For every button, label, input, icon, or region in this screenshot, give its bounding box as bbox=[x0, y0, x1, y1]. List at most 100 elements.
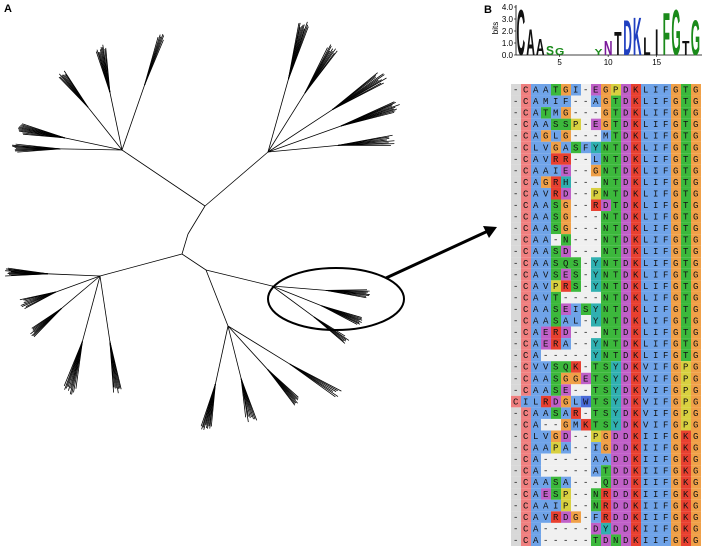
residue-cell bbox=[651, 395, 661, 408]
residue-cell bbox=[541, 234, 551, 246]
residue-cell bbox=[621, 442, 631, 454]
branch bbox=[105, 47, 111, 93]
residue-cell bbox=[651, 95, 661, 108]
residue-cell bbox=[661, 130, 671, 142]
residue-cell bbox=[611, 372, 621, 385]
residue-cell bbox=[681, 430, 691, 443]
residue-cell bbox=[641, 499, 651, 512]
residue-cell bbox=[661, 326, 671, 339]
residue-cell bbox=[621, 118, 631, 131]
residue-cell bbox=[631, 222, 641, 235]
residue-cell bbox=[661, 488, 671, 500]
residue-cell bbox=[561, 511, 571, 523]
residue-cell bbox=[681, 303, 691, 315]
residue-cell bbox=[621, 141, 631, 154]
residue-cell bbox=[601, 107, 611, 119]
residue-cell bbox=[601, 176, 611, 188]
residue-cell bbox=[551, 280, 561, 292]
residue-cell bbox=[631, 338, 641, 350]
residue-cell bbox=[561, 303, 571, 315]
residue-cell bbox=[601, 465, 611, 477]
residue-cell bbox=[661, 499, 671, 512]
residue-cell bbox=[681, 395, 691, 408]
residue-cell bbox=[661, 465, 671, 477]
arrow-head bbox=[483, 226, 497, 238]
residue-cell bbox=[531, 476, 541, 489]
residue-cell bbox=[541, 395, 551, 408]
residue-cell bbox=[651, 257, 661, 269]
residue-cell bbox=[611, 291, 621, 304]
residue-cell bbox=[621, 418, 631, 431]
residue-cell bbox=[601, 407, 611, 419]
residue-cell bbox=[571, 176, 581, 188]
residue-cell bbox=[551, 176, 561, 188]
branch bbox=[267, 125, 341, 153]
residue-cell bbox=[661, 349, 671, 362]
residue-cell bbox=[681, 118, 691, 131]
residue-cell bbox=[601, 164, 611, 177]
alignment-row: -CAATGI-EGPDKLIFGTG bbox=[513, 86, 698, 96]
alignment-row: -CAGRH---NTDKLIFGTG bbox=[513, 178, 698, 188]
branch bbox=[200, 384, 216, 427]
residue-cell bbox=[591, 430, 601, 443]
residue-cell bbox=[661, 522, 671, 535]
residue-cell bbox=[531, 338, 541, 350]
residue-cell bbox=[591, 511, 601, 523]
residue-cell bbox=[661, 303, 671, 315]
residue-cell bbox=[641, 372, 651, 385]
residue-cell bbox=[621, 222, 631, 235]
residue-cell bbox=[691, 442, 701, 454]
residue-cell bbox=[631, 488, 641, 500]
branch bbox=[144, 39, 164, 86]
residue-cell bbox=[511, 303, 521, 315]
residue-cell bbox=[681, 315, 691, 327]
residue-cell bbox=[511, 384, 521, 396]
branch bbox=[15, 143, 61, 150]
residue-cell bbox=[631, 268, 641, 281]
residue-cell bbox=[511, 234, 521, 246]
residue-cell bbox=[691, 418, 701, 431]
residue-cell bbox=[681, 234, 691, 246]
residue-cell bbox=[551, 384, 561, 396]
residue-cell bbox=[511, 349, 521, 362]
residue-cell bbox=[551, 245, 561, 258]
residue-cell bbox=[631, 187, 641, 200]
residue-cell bbox=[521, 176, 531, 188]
residue-cell bbox=[511, 118, 521, 131]
residue-cell bbox=[621, 476, 631, 489]
residue-cell bbox=[591, 245, 601, 258]
alignment-row: -CAVRDG-FRDDKIIFGKG bbox=[513, 513, 698, 523]
residue-cell bbox=[581, 234, 591, 246]
residue-cell bbox=[541, 465, 551, 477]
residue-cell bbox=[611, 430, 621, 443]
residue-cell bbox=[641, 303, 651, 315]
residue-cell bbox=[691, 315, 701, 327]
residue-cell bbox=[571, 130, 581, 142]
logo-letter: G bbox=[671, 0, 680, 69]
residue-cell bbox=[671, 338, 681, 350]
residue-cell bbox=[671, 303, 681, 315]
alignment-row: -CA-----AADDKIIFGKG bbox=[513, 455, 698, 465]
residue-cell bbox=[551, 199, 561, 212]
residue-cell bbox=[571, 349, 581, 362]
alignment-row: -CAASG---NTDKLIFGTG bbox=[513, 224, 698, 234]
residue-cell bbox=[571, 476, 581, 489]
residue-cell bbox=[561, 268, 571, 281]
residue-cell bbox=[521, 453, 531, 466]
residue-cell bbox=[621, 280, 631, 292]
residue-cell bbox=[561, 118, 571, 131]
residue-cell bbox=[521, 326, 531, 339]
residue-cell bbox=[681, 361, 691, 373]
residue-cell bbox=[691, 499, 701, 512]
residue-cell bbox=[511, 268, 521, 281]
alignment: -CAATGI-EGPDKLIFGTG-CAMIF--AGTDKLIFGTG -C… bbox=[511, 84, 701, 546]
residue-cell bbox=[511, 338, 521, 350]
residue-cell bbox=[661, 453, 671, 466]
alignment-row: -CA-----ATDDKIIFGKG bbox=[513, 467, 698, 477]
residue-cell bbox=[641, 465, 651, 477]
residue-cell bbox=[521, 465, 531, 477]
residue-cell bbox=[621, 257, 631, 269]
residue-cell bbox=[521, 84, 531, 96]
residue-cell bbox=[571, 84, 581, 96]
residue-cell bbox=[531, 326, 541, 339]
